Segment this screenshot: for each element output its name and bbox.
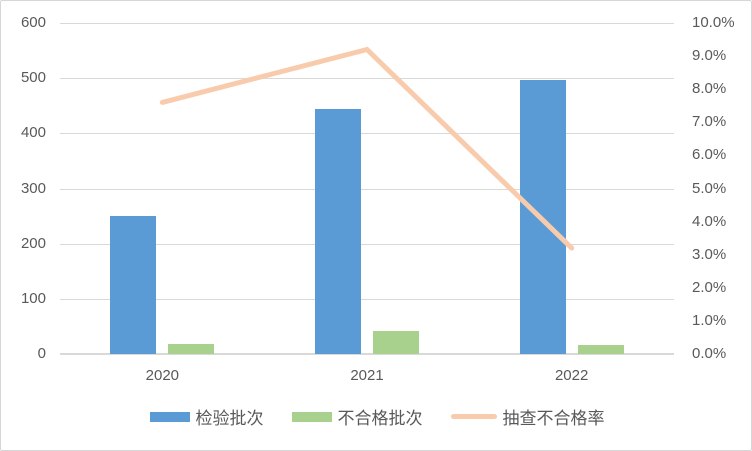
bar-inspection-2021 bbox=[315, 108, 361, 354]
legend-item-failed-batches: 不合格批次 bbox=[291, 404, 423, 429]
left-value-axis: 600 500 400 300 200 100 0 bbox=[1, 14, 48, 362]
legend-label: 抽查不合格率 bbox=[502, 409, 605, 428]
gridline bbox=[60, 23, 674, 24]
legend-swatch-blue-bar bbox=[149, 411, 190, 422]
legend-item-failure-rate: 抽查不合格率 bbox=[450, 404, 605, 429]
x-axis-tick-label: 2020 bbox=[145, 367, 180, 384]
right-axis-tick-label: 5.0% bbox=[692, 179, 727, 197]
left-axis-tick-label: 500 bbox=[20, 69, 46, 87]
legend: 检验批次 不合格批次 抽查不合格率 bbox=[1, 404, 751, 429]
right-axis-tick-label: 0.0% bbox=[692, 345, 727, 362]
x-axis-tick-label: 2022 bbox=[554, 367, 589, 384]
legend-label: 检验批次 bbox=[195, 409, 264, 428]
left-axis-tick-label: 400 bbox=[20, 124, 46, 142]
right-axis-tick-label: 4.0% bbox=[692, 212, 727, 230]
bar-failed-2020 bbox=[168, 343, 215, 354]
rate-line-chart bbox=[159, 46, 575, 251]
plot-area bbox=[60, 23, 674, 355]
legend-label: 不合格批次 bbox=[337, 409, 423, 428]
left-axis-tick-label: 0 bbox=[37, 345, 46, 362]
category-axis: 2020 2021 2022 bbox=[1, 367, 751, 389]
bar-failed-2022 bbox=[577, 345, 624, 354]
left-axis-tick-label: 600 bbox=[20, 14, 46, 31]
gridline bbox=[60, 78, 674, 80]
right-axis-tick-label: 6.0% bbox=[692, 146, 727, 164]
x-axis-tick-label: 2021 bbox=[350, 367, 384, 384]
legend-item-inspection-batches: 检验批次 bbox=[149, 404, 264, 429]
x-axis-line bbox=[60, 353, 674, 355]
bar-failed-2021 bbox=[373, 331, 419, 354]
bar-inspection-2020 bbox=[110, 216, 157, 354]
left-axis-tick-label: 300 bbox=[20, 179, 46, 197]
gridline bbox=[60, 298, 674, 300]
rate-line bbox=[159, 46, 575, 251]
legend-swatch-green-bar bbox=[291, 411, 332, 422]
right-axis-tick-label: 2.0% bbox=[692, 278, 727, 296]
left-axis-tick-label: 200 bbox=[20, 234, 46, 252]
right-axis-tick-label: 9.0% bbox=[692, 47, 727, 65]
gridline bbox=[60, 188, 674, 190]
legend-swatch-peach-line bbox=[450, 414, 497, 419]
right-axis-tick-label: 3.0% bbox=[692, 245, 727, 263]
gridline bbox=[60, 243, 674, 245]
right-axis-tick-label: 8.0% bbox=[692, 80, 727, 98]
left-axis-tick-label: 100 bbox=[20, 289, 46, 307]
right-percent-axis: 10.0% 9.0% 8.0% 7.0% 6.0% 5.0% 4.0% 3.0% 2.0% 1.0… bbox=[692, 14, 751, 362]
right-axis-tick-label: 1.0% bbox=[692, 311, 727, 329]
right-axis-tick-label: 7.0% bbox=[692, 113, 727, 131]
gridline bbox=[60, 133, 674, 135]
right-axis-tick-label: 10.0% bbox=[692, 14, 735, 31]
